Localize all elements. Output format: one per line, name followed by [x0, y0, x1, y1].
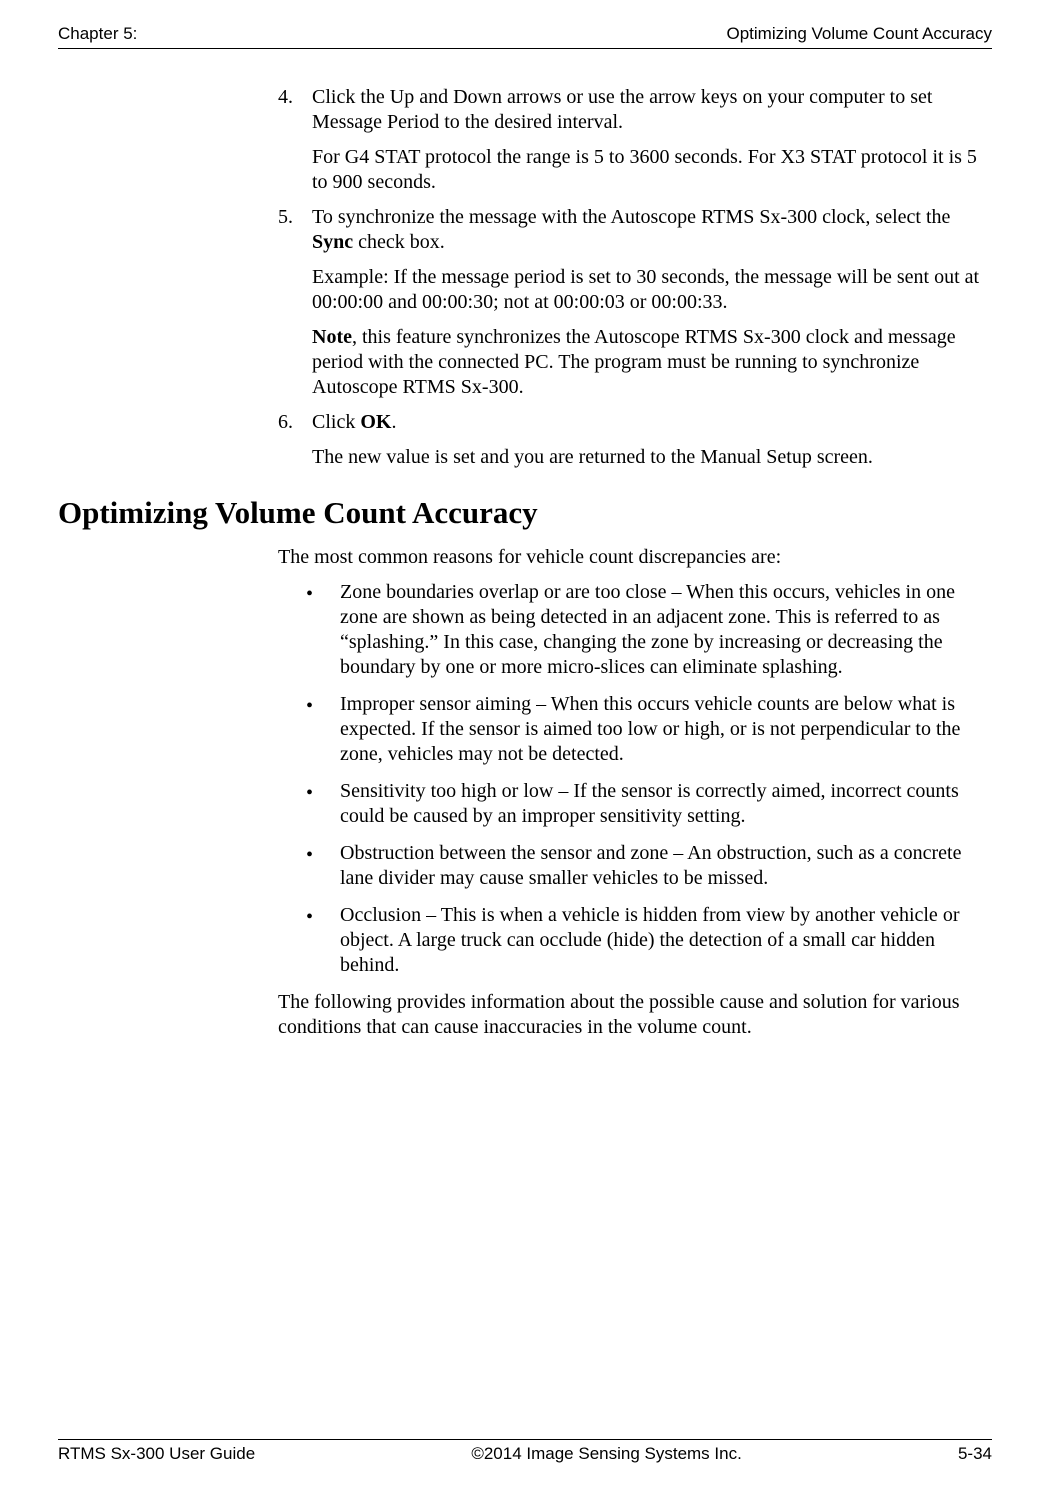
- step-number: 4.: [278, 85, 312, 145]
- step-text: For G4 STAT protocol the range is 5 to 3…: [312, 145, 984, 195]
- bullet-item: •Improper sensor aiming – When this occu…: [306, 692, 984, 767]
- step-item: 5.To synchronize the message with the Au…: [278, 205, 984, 400]
- bullet-text: Zone boundaries overlap or are too close…: [340, 580, 984, 680]
- step-text: To synchronize the message with the Auto…: [312, 205, 984, 255]
- footer-right: 5-34: [958, 1444, 992, 1464]
- step-text: Click OK.: [312, 410, 984, 435]
- section-heading: Optimizing Volume Count Accuracy: [58, 494, 984, 533]
- step-item: 4.Click the Up and Down arrows or use th…: [278, 85, 984, 195]
- bullet-item: •Zone boundaries overlap or are too clos…: [306, 580, 984, 680]
- bullet-icon: •: [306, 692, 340, 767]
- step-item: 6.Click OK. The new value is set and you …: [278, 410, 984, 470]
- step-text: Click the Up and Down arrows or use the …: [312, 85, 984, 135]
- header-left: Chapter 5:: [58, 24, 137, 44]
- bullet-text: Sensitivity too high or low – If the sen…: [340, 779, 984, 829]
- bullet-icon: •: [306, 903, 340, 978]
- bullet-item: •Occlusion – This is when a vehicle is h…: [306, 903, 984, 978]
- bullet-icon: •: [306, 580, 340, 680]
- bullet-icon: •: [306, 841, 340, 891]
- bullet-text: Occlusion – This is when a vehicle is hi…: [340, 903, 984, 978]
- step-number: 6.: [278, 410, 312, 445]
- step-text: Example: If the message period is set to…: [312, 265, 984, 315]
- bullet-icon: •: [306, 779, 340, 829]
- page-content: 4.Click the Up and Down arrows or use th…: [58, 85, 992, 1040]
- footer-left: RTMS Sx-300 User Guide: [58, 1444, 255, 1464]
- page-header: Chapter 5: Optimizing Volume Count Accur…: [58, 24, 992, 49]
- step-number: 5.: [278, 205, 312, 265]
- bullet-item: •Obstruction between the sensor and zone…: [306, 841, 984, 891]
- bullet-item: •Sensitivity too high or low – If the se…: [306, 779, 984, 829]
- step-text: The new value is set and you are returne…: [312, 445, 984, 470]
- page-footer: RTMS Sx-300 User Guide ©2014 Image Sensi…: [58, 1439, 992, 1464]
- bullet-text: Obstruction between the sensor and zone …: [340, 841, 984, 891]
- header-right: Optimizing Volume Count Accuracy: [726, 24, 992, 44]
- footer-center: ©2014 Image Sensing Systems Inc.: [471, 1444, 742, 1464]
- steps-list: 4.Click the Up and Down arrows or use th…: [278, 85, 984, 470]
- section-outro: The following provides information about…: [278, 990, 984, 1040]
- step-text: Note, this feature synchronizes the Auto…: [312, 325, 984, 400]
- bullets-list: •Zone boundaries overlap or are too clos…: [306, 580, 984, 978]
- section-intro: The most common reasons for vehicle coun…: [278, 545, 984, 570]
- bullet-text: Improper sensor aiming – When this occur…: [340, 692, 984, 767]
